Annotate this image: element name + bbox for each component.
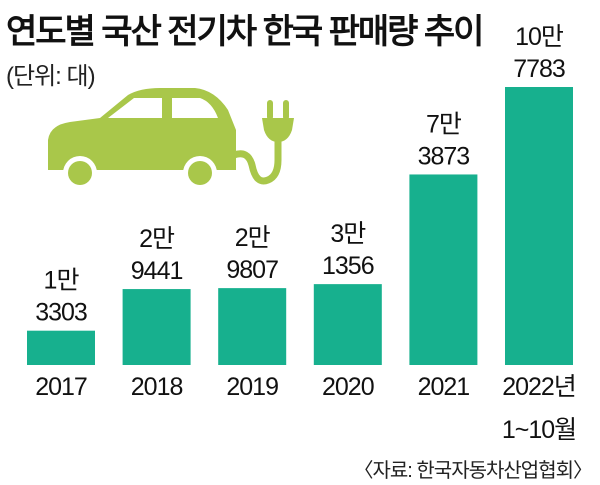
x-tick-label: 2022년	[502, 373, 576, 401]
bar-2017	[27, 330, 95, 365]
chart-title: 연도별 국산 전기차 한국 판매량 추이	[6, 13, 484, 51]
data-label-line2: 3873	[418, 142, 470, 170]
electric-car-plug-icon	[48, 88, 294, 190]
x-tick-sublabel: 1~10월	[502, 416, 576, 444]
data-label-line1: 1만	[44, 267, 80, 295]
x-tick-label: 2018	[131, 373, 183, 401]
data-label-line2: 3303	[35, 299, 87, 327]
data-label-line1: 2만	[235, 224, 271, 252]
data-label-line2: 1356	[322, 252, 374, 280]
data-label-line2: 9441	[131, 257, 183, 285]
data-label-line1: 10만	[515, 23, 564, 51]
data-label-line2: 9807	[226, 256, 278, 284]
bar-2018	[122, 289, 191, 365]
x-tick-label: 2019	[226, 373, 278, 401]
bar-2022년	[505, 87, 573, 365]
bar-2021	[409, 174, 478, 365]
data-label-line1: 2만	[139, 225, 175, 253]
x-tick-label: 2017	[35, 373, 87, 401]
data-label-line2: 7783	[513, 55, 565, 83]
data-label-line1: 3만	[330, 220, 366, 248]
bar-2019	[218, 288, 287, 365]
data-label-line1: 7만	[426, 110, 462, 138]
x-tick-label: 2021	[418, 373, 470, 401]
x-tick-label: 2020	[322, 373, 374, 401]
unit-label: (단위: 대)	[6, 63, 96, 90]
bar-2020	[313, 284, 382, 365]
source-note: 〈자료: 한국자동차산업협회〉	[353, 460, 593, 482]
